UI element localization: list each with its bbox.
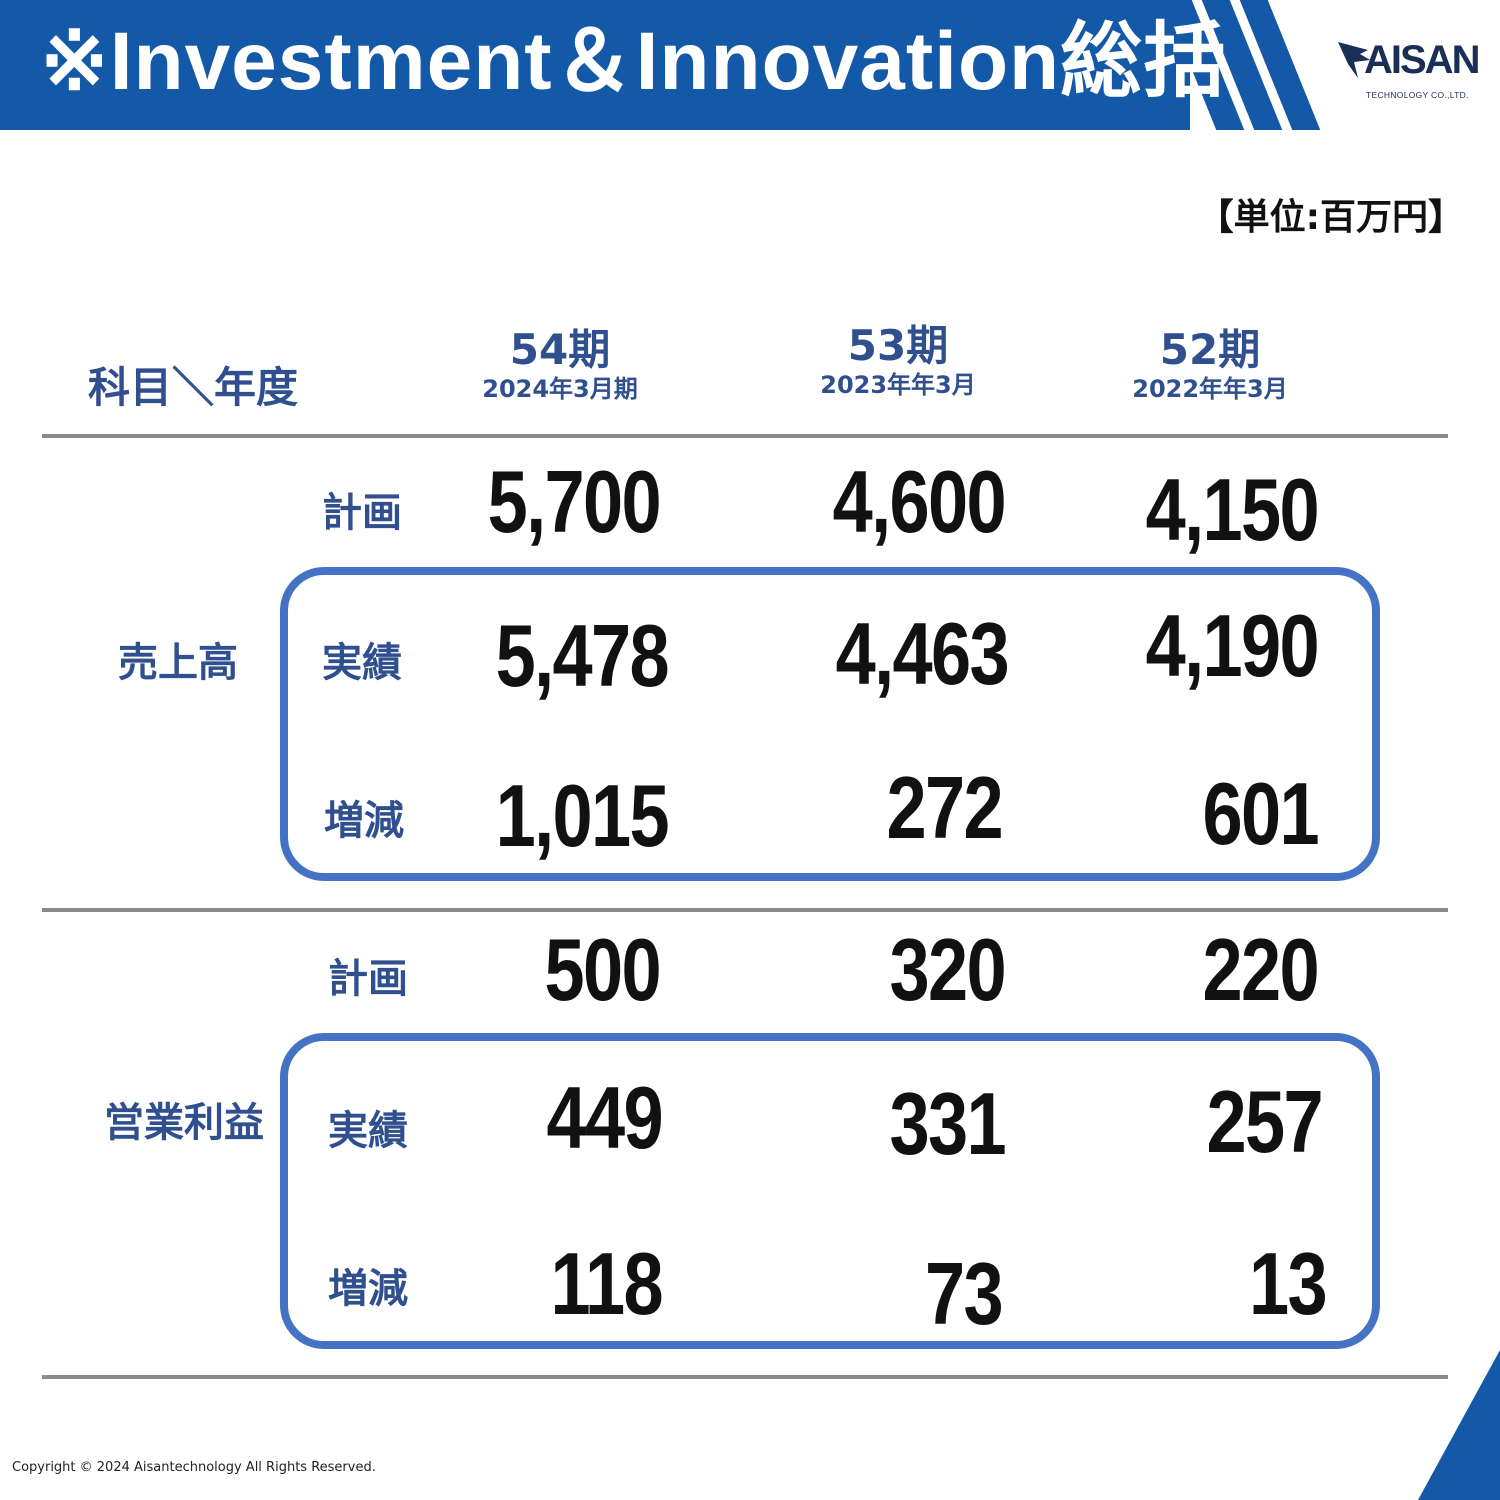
column-date: 2024年3月期 bbox=[482, 375, 638, 403]
value-cell: 5,700 bbox=[487, 452, 662, 551]
logo-subtitle: TECHNOLOGY CO.,LTD. bbox=[1366, 90, 1469, 100]
group-label-sales: 売上高 bbox=[118, 640, 238, 686]
company-logo: AISAN TECHNOLOGY CO.,LTD. bbox=[1338, 36, 1480, 106]
value-cell: 331 bbox=[889, 1074, 1007, 1173]
value-cell: 4,463 bbox=[835, 604, 1010, 703]
metric-label: 計画 bbox=[328, 956, 408, 1002]
value-cell: 220 bbox=[1202, 920, 1320, 1019]
highlight-box bbox=[280, 1033, 1380, 1349]
value-cell: 4,150 bbox=[1145, 460, 1320, 559]
value-cell: 320 bbox=[889, 920, 1007, 1019]
header-band bbox=[0, 0, 1190, 130]
value-cell: 5,478 bbox=[495, 606, 670, 705]
metric-label: 実績 bbox=[322, 640, 402, 686]
unit-label: 【単位:百万円】 bbox=[1197, 197, 1464, 238]
value-cell: 73 bbox=[925, 1244, 1004, 1343]
metric-label: 計画 bbox=[322, 490, 402, 536]
logo-wing-icon bbox=[1338, 42, 1370, 78]
value-cell: 118 bbox=[550, 1234, 664, 1333]
value-cell: 601 bbox=[1202, 764, 1320, 863]
value-cell: 1,015 bbox=[495, 766, 670, 865]
value-cell: 13 bbox=[1249, 1234, 1328, 1333]
column-header: 54期 2024年3月期 bbox=[460, 326, 660, 404]
value-cell: 4,600 bbox=[832, 452, 1007, 551]
table-rule bbox=[42, 1375, 1448, 1379]
column-header: 52期 2022年年3月 bbox=[1110, 326, 1310, 404]
copyright-notice: Copyright © 2024 Aisantechnology All Rig… bbox=[12, 1460, 376, 1475]
column-date: 2022年年3月 bbox=[1132, 375, 1288, 403]
value-cell: 4,190 bbox=[1145, 596, 1320, 695]
header-banner: ※Investment＆Innovation総括 AISAN TECHNOLOG… bbox=[0, 0, 1500, 130]
value-cell: 500 bbox=[544, 920, 662, 1019]
logo-name: AISAN bbox=[1364, 38, 1480, 82]
table-rule bbox=[42, 908, 1448, 912]
value-cell: 272 bbox=[886, 758, 1004, 857]
table-rule bbox=[42, 434, 1448, 438]
metric-label: 増減 bbox=[324, 798, 404, 844]
column-term: 52期 bbox=[1159, 325, 1261, 374]
corner-label: 科目＼年度 bbox=[88, 363, 299, 412]
page-title: ※Investment＆Innovation総括 bbox=[40, 16, 1227, 107]
value-cell: 257 bbox=[1206, 1072, 1324, 1171]
column-term: 53期 bbox=[847, 321, 949, 370]
column-header: 53期 2023年年3月 bbox=[798, 322, 998, 400]
column-date: 2023年年3月 bbox=[820, 371, 976, 399]
corner-decoration bbox=[1418, 1350, 1500, 1500]
metric-label: 増減 bbox=[328, 1266, 408, 1312]
value-cell: 449 bbox=[546, 1068, 664, 1167]
metric-label: 実績 bbox=[328, 1108, 408, 1154]
column-term: 54期 bbox=[509, 325, 611, 374]
group-label-operating-profit: 営業利益 bbox=[104, 1100, 264, 1146]
highlight-box bbox=[280, 567, 1380, 881]
